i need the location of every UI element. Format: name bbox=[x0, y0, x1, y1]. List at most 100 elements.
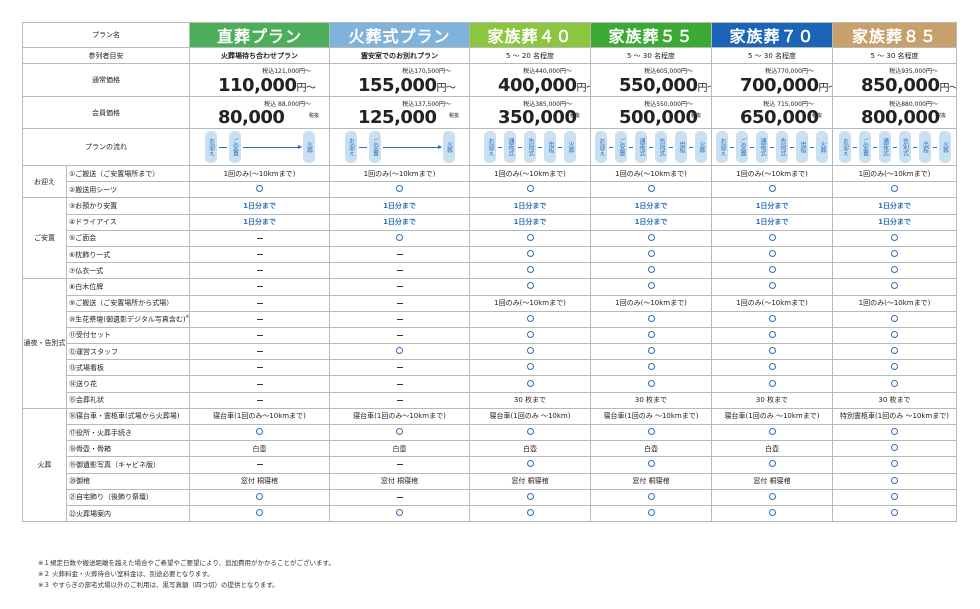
plan-attendees: 霊安室でのお別れプラン bbox=[329, 47, 470, 64]
table-row: ⑳御棺 窓付 桐寝棺 窓付 桐寝棺 窓付 桐寝棺 窓付 桐寝棺 窓付 桐寝棺 bbox=[23, 472, 957, 490]
service-item-label: ⑳御棺 bbox=[66, 472, 190, 490]
service-value: 窓付 桐寝棺 bbox=[711, 472, 833, 490]
value-text: 窓付 桐寝棺 bbox=[632, 477, 670, 486]
service-value bbox=[189, 310, 330, 328]
service-item-text: ⑧白木位牌 bbox=[69, 282, 104, 291]
price-box: 税込605,000円～550,000円～ bbox=[592, 65, 711, 96]
flow-step-label: ご安置 bbox=[861, 138, 869, 156]
service-value bbox=[189, 229, 330, 247]
service-value bbox=[189, 326, 330, 345]
plan-flow: お迎え ご安置 火葬 bbox=[189, 128, 330, 166]
flow-step: 火葬 bbox=[442, 131, 455, 163]
table-row: ⑥枕飾り一式 bbox=[23, 245, 957, 264]
flow-step: お迎え bbox=[595, 131, 607, 163]
included-circle-icon bbox=[526, 363, 534, 371]
price-main: 350,000 bbox=[498, 107, 577, 128]
price-number: 550,000 bbox=[619, 75, 698, 96]
price-main: 80,000 bbox=[218, 107, 285, 128]
price-number: 850,000 bbox=[861, 75, 940, 96]
not-included-dash-icon bbox=[256, 270, 263, 272]
flow-step-label: お迎え bbox=[598, 138, 605, 156]
flow-step-label: ご安置 bbox=[231, 138, 239, 156]
service-value bbox=[189, 343, 330, 361]
included-circle-icon bbox=[891, 330, 898, 338]
flow-connector bbox=[872, 146, 877, 148]
flow-step-label: 火葬 bbox=[819, 141, 826, 153]
flow-step: お迎え bbox=[716, 131, 728, 163]
service-value bbox=[329, 423, 470, 442]
price-number: 125,000 bbox=[358, 107, 437, 128]
service-value bbox=[469, 229, 591, 247]
price-main: 800,000 bbox=[861, 107, 940, 128]
service-value bbox=[711, 343, 833, 361]
value-text: 1回のみ(～10kmまで) bbox=[858, 299, 931, 308]
service-item-label: ⑭送り花 bbox=[66, 375, 190, 393]
service-value bbox=[469, 278, 591, 296]
table-row: ㉒火葬場案内 bbox=[23, 504, 957, 523]
service-value bbox=[469, 310, 591, 328]
table-row: ⑫運営スタッフ bbox=[23, 343, 957, 361]
not-included-dash-icon bbox=[396, 318, 403, 320]
price-main: 850,000円～ bbox=[861, 75, 956, 96]
service-value: 1日分まで bbox=[189, 213, 330, 231]
flow-step: お迎え bbox=[838, 131, 851, 163]
service-value bbox=[832, 278, 957, 296]
flow-step: ご安置 bbox=[368, 131, 381, 163]
included-circle-icon bbox=[891, 363, 898, 371]
included-circle-icon bbox=[526, 282, 534, 290]
included-circle-icon bbox=[647, 266, 655, 274]
plan-price-regular: 税込935,000円～850,000円～ bbox=[832, 63, 957, 97]
service-item-label: ①ご搬送（ご安置場所まで） bbox=[66, 164, 190, 183]
service-item-label: ⑩生花祭壇(御遺影デジタル写真含む)※3 bbox=[66, 310, 190, 328]
flow-step-label: 出棺 bbox=[799, 141, 806, 153]
table-row: ⑲御遺影写真（キャビネ版） bbox=[23, 456, 957, 474]
service-item-label: ⑱骨壺・骨箱 bbox=[66, 440, 190, 458]
service-value: 白壺 bbox=[189, 440, 330, 458]
service-value bbox=[711, 423, 833, 442]
flow-connector bbox=[689, 146, 693, 148]
included-circle-icon bbox=[256, 185, 263, 193]
price-tax-excluded-label: 税抜 bbox=[569, 113, 580, 119]
flow-connector bbox=[669, 146, 673, 148]
included-circle-icon bbox=[768, 233, 776, 241]
included-circle-icon bbox=[396, 509, 403, 517]
flow-step-label: 通夜式 bbox=[881, 138, 889, 156]
included-circle-icon bbox=[647, 185, 655, 193]
table-row: プラン名 直葬プラン 火葬式プラン 家族葬４０ 家族葬５５ 家族葬７０ 家族葬８５ bbox=[22, 22, 957, 48]
value-text: 白壺 bbox=[252, 444, 267, 453]
service-value bbox=[329, 359, 470, 377]
service-item-text: ②搬送用シーツ bbox=[69, 185, 118, 194]
price-number: 500,000 bbox=[619, 107, 698, 128]
price-tax-included: 税込770,000円～ bbox=[765, 68, 814, 75]
service-item-text: ⑯寝台車・霊柩車(式場から火葬場) bbox=[69, 412, 180, 421]
service-value bbox=[711, 359, 833, 377]
service-value bbox=[711, 326, 833, 345]
flow-step-label: 告別式 bbox=[779, 138, 786, 156]
flow-step: 告別式 bbox=[898, 131, 911, 163]
included-circle-icon bbox=[526, 460, 534, 468]
price-tax-excluded-label: 税抜 bbox=[811, 113, 822, 119]
plan-name: 直葬プラン bbox=[216, 27, 302, 46]
service-value bbox=[832, 440, 957, 458]
price-main: 550,000円～ bbox=[619, 75, 711, 96]
price-main: 650,000 bbox=[740, 107, 819, 128]
flow-step-label: ご安置 bbox=[618, 138, 625, 156]
service-value bbox=[590, 245, 712, 264]
flow-step-label: 火葬 bbox=[445, 141, 453, 153]
flow-step-label: 火葬 bbox=[567, 141, 574, 153]
not-included-dash-icon bbox=[396, 286, 403, 288]
category-label: 火葬 bbox=[22, 407, 67, 523]
included-circle-icon bbox=[396, 428, 403, 436]
row-label-flow: プランの流れ bbox=[22, 128, 190, 166]
service-value: 1回のみ(～10kmまで) bbox=[469, 294, 591, 312]
price-number: 350,000 bbox=[498, 107, 577, 128]
price-main: 500,000 bbox=[619, 107, 698, 128]
flow-step-label: お迎え bbox=[719, 138, 726, 156]
service-item-text: ①ご搬送（ご安置場所まで） bbox=[69, 169, 160, 178]
service-item-text: ④ドライアイス bbox=[69, 218, 117, 227]
plan-header: 火葬式プラン bbox=[329, 22, 470, 48]
service-value bbox=[590, 488, 712, 506]
flow-step: 通夜式 bbox=[635, 131, 647, 163]
service-item-label: ⑬式場看板 bbox=[66, 359, 190, 377]
price-box: 税抜 税込385,000円～ 350,000 bbox=[471, 98, 590, 128]
